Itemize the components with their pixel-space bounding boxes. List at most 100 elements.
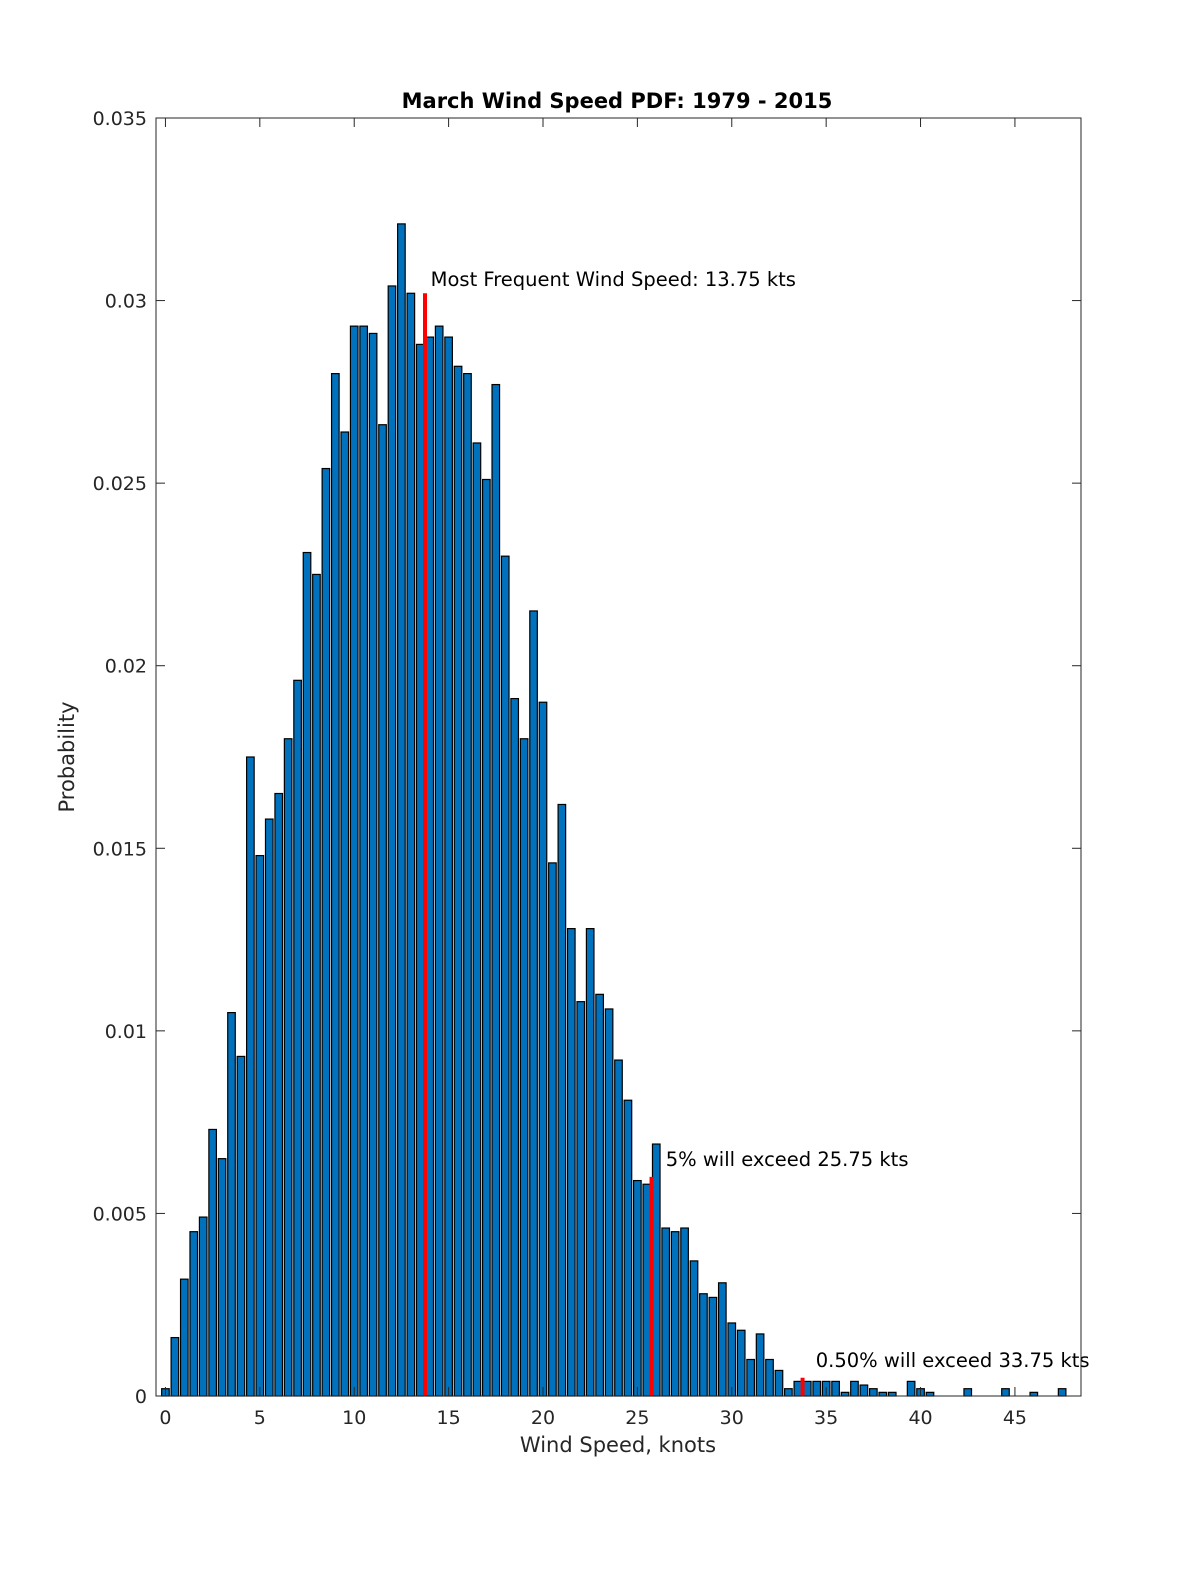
histogram-bar bbox=[887, 1391, 897, 1397]
histogram-bar bbox=[434, 325, 444, 1397]
histogram-bar bbox=[765, 1358, 774, 1397]
histogram-bar bbox=[500, 555, 510, 1397]
y-tick-label: 0.005 bbox=[93, 1203, 147, 1225]
histogram-bar bbox=[651, 1143, 661, 1397]
histogram-bar bbox=[840, 1391, 850, 1397]
histogram-bar bbox=[397, 223, 406, 1397]
histogram-bar bbox=[312, 573, 321, 1397]
histogram-bar bbox=[699, 1293, 708, 1397]
x-tick-label: 30 bbox=[720, 1407, 744, 1429]
histogram-bar bbox=[227, 1011, 236, 1397]
x-axis-ticks: 0 5 10 15 20 25 30 35 40 45 bbox=[159, 118, 1027, 1429]
histogram-bar bbox=[453, 365, 463, 1397]
histogram-bar bbox=[189, 1231, 199, 1397]
histogram-bar bbox=[170, 1336, 180, 1397]
x-tick-label: 20 bbox=[531, 1407, 555, 1429]
histogram-bar bbox=[302, 551, 312, 1397]
annotation-label: 5% will exceed 25.75 kts bbox=[666, 1148, 909, 1171]
histogram-bar bbox=[632, 1179, 642, 1397]
histogram-bar bbox=[444, 336, 453, 1397]
x-axis-label: Wind Speed, knots bbox=[520, 1433, 716, 1457]
histogram-bar bbox=[812, 1380, 822, 1397]
histogram-bar bbox=[868, 1388, 878, 1397]
chart-title: March Wind Speed PDF: 1979 - 2015 bbox=[402, 89, 833, 113]
histogram-bar bbox=[217, 1158, 227, 1397]
histogram-bar bbox=[784, 1388, 793, 1397]
y-tick-label: 0.03 bbox=[105, 291, 147, 313]
histogram-bar bbox=[614, 1059, 623, 1397]
histogram-bar bbox=[425, 336, 435, 1397]
histogram-bar bbox=[1001, 1388, 1010, 1397]
histogram-bar bbox=[387, 285, 397, 1397]
markers-group: Most Frequent Wind Speed: 13.75 kts 5% wi… bbox=[423, 268, 1090, 1396]
y-tick-label: 0.035 bbox=[93, 108, 147, 130]
histogram-bar bbox=[208, 1128, 218, 1397]
x-tick-label: 15 bbox=[437, 1407, 461, 1429]
histogram-bar bbox=[727, 1322, 737, 1397]
histogram-bar bbox=[623, 1099, 633, 1397]
histogram-bar bbox=[604, 1008, 614, 1397]
histogram-bar bbox=[670, 1231, 680, 1397]
x-tick-label: 10 bbox=[342, 1407, 366, 1429]
histogram-bar bbox=[925, 1391, 935, 1397]
x-tick-label: 25 bbox=[625, 1407, 649, 1429]
histogram-bar bbox=[557, 803, 567, 1397]
histogram-bar bbox=[963, 1388, 973, 1397]
bars-group bbox=[161, 223, 1067, 1397]
histogram-bar bbox=[831, 1380, 840, 1397]
histogram-bar bbox=[198, 1216, 208, 1397]
histogram-bar bbox=[330, 373, 340, 1397]
histogram-bar bbox=[1057, 1388, 1067, 1397]
histogram-bar bbox=[255, 854, 265, 1397]
histogram-bar bbox=[472, 442, 482, 1397]
y-axis-ticks: 0 0.005 0.01 0.015 0.02 0.025 0.03 0.035 bbox=[93, 108, 1081, 1408]
histogram-bar bbox=[708, 1296, 718, 1397]
histogram-bar bbox=[321, 467, 331, 1397]
histogram-bar bbox=[859, 1384, 869, 1397]
x-tick-label: 45 bbox=[1003, 1407, 1027, 1429]
histogram-bar bbox=[755, 1333, 765, 1397]
histogram-bar bbox=[349, 325, 359, 1397]
y-axis-label: Probability bbox=[55, 701, 79, 812]
annotation-label: Most Frequent Wind Speed: 13.75 kts bbox=[431, 268, 796, 291]
histogram-bar bbox=[850, 1380, 859, 1397]
annotation-label: 0.50% will exceed 33.75 kts bbox=[816, 1349, 1090, 1372]
histogram-bar bbox=[491, 383, 501, 1397]
histogram-bar bbox=[548, 862, 557, 1397]
histogram-bar bbox=[746, 1358, 756, 1397]
histogram-bar bbox=[566, 928, 576, 1397]
y-tick-label: 0.015 bbox=[93, 838, 147, 860]
histogram-bar bbox=[519, 738, 529, 1397]
y-tick-label: 0.01 bbox=[105, 1021, 147, 1043]
histogram-bar bbox=[878, 1391, 888, 1397]
histogram-bar bbox=[595, 993, 604, 1397]
histogram-bar bbox=[689, 1260, 699, 1397]
histogram-bar bbox=[802, 1380, 812, 1397]
histogram-bar bbox=[463, 373, 472, 1397]
histogram-bar bbox=[1029, 1391, 1039, 1397]
histogram-bar bbox=[378, 424, 387, 1397]
histogram-bar bbox=[293, 679, 302, 1397]
histogram-bar bbox=[585, 928, 595, 1397]
y-tick-label: 0.02 bbox=[105, 656, 147, 678]
histogram-bar bbox=[793, 1380, 803, 1397]
histogram-bar bbox=[680, 1227, 689, 1397]
x-tick-label: 35 bbox=[814, 1407, 838, 1429]
y-tick-label: 0.025 bbox=[93, 473, 147, 495]
histogram-bar bbox=[661, 1227, 671, 1397]
histogram-bar bbox=[274, 792, 284, 1397]
histogram-bar bbox=[642, 1183, 652, 1397]
histogram-bar bbox=[717, 1282, 727, 1397]
histogram-bar bbox=[340, 431, 350, 1397]
plot-box bbox=[155, 117, 1082, 1397]
histogram-bar bbox=[481, 478, 491, 1397]
histogram-bar bbox=[529, 610, 538, 1397]
x-tick-label: 0 bbox=[159, 1407, 171, 1429]
histogram-bar bbox=[179, 1278, 189, 1397]
histogram-bar bbox=[283, 738, 293, 1397]
histogram-bar bbox=[774, 1369, 784, 1397]
histogram-bar bbox=[359, 325, 369, 1397]
histogram-bar bbox=[510, 697, 520, 1397]
histogram-bar bbox=[236, 1055, 246, 1397]
histogram-bar bbox=[736, 1329, 746, 1397]
